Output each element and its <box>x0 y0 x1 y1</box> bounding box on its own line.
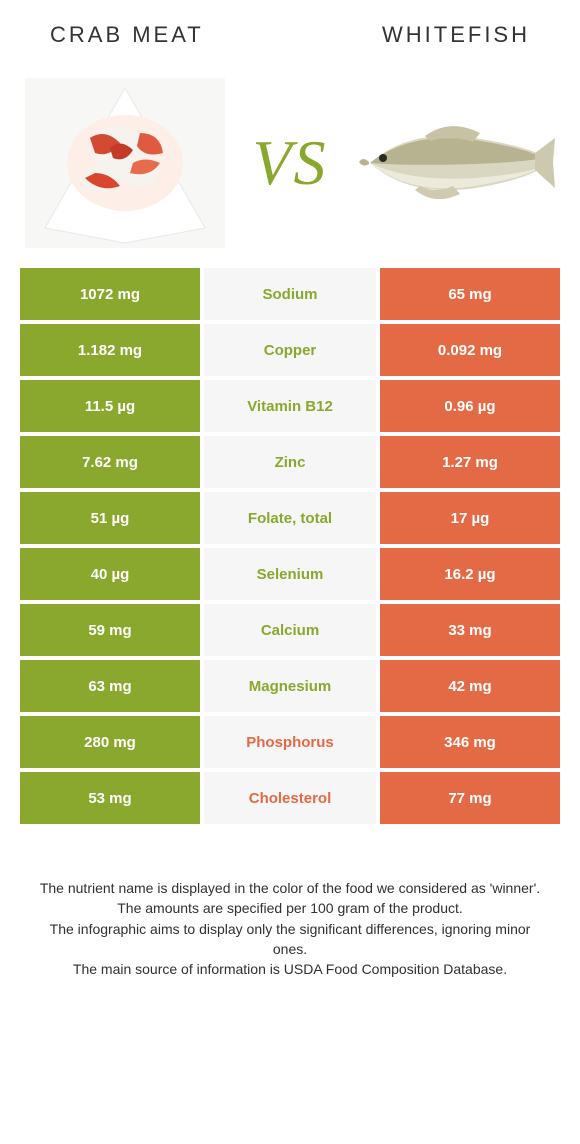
value-left: 7.62 mg <box>20 436 200 488</box>
table-row: 11.5 µgVitamin B120.96 µg <box>20 380 560 432</box>
value-right: 42 mg <box>380 660 560 712</box>
value-right: 65 mg <box>380 268 560 320</box>
value-right: 1.27 mg <box>380 436 560 488</box>
nutrient-label: Phosphorus <box>204 716 376 768</box>
comparison-table: 1072 mgSodium65 mg1.182 mgCopper0.092 mg… <box>0 268 580 824</box>
table-row: 1072 mgSodium65 mg <box>20 268 560 320</box>
value-right: 77 mg <box>380 772 560 824</box>
value-left: 1.182 mg <box>20 324 200 376</box>
title-left: CRAB MEAT <box>50 22 204 48</box>
value-right: 16.2 µg <box>380 548 560 600</box>
nutrient-label: Zinc <box>204 436 376 488</box>
header: CRAB MEAT WHITEFISH <box>0 0 580 48</box>
nutrient-label: Calcium <box>204 604 376 656</box>
nutrient-label: Sodium <box>204 268 376 320</box>
value-right: 0.092 mg <box>380 324 560 376</box>
value-left: 11.5 µg <box>20 380 200 432</box>
value-left: 40 µg <box>20 548 200 600</box>
nutrient-label: Cholesterol <box>204 772 376 824</box>
footer-line: The infographic aims to display only the… <box>35 919 545 960</box>
value-right: 346 mg <box>380 716 560 768</box>
footer-line: The amounts are specified per 100 gram o… <box>35 898 545 918</box>
value-left: 280 mg <box>20 716 200 768</box>
table-row: 63 mgMagnesium42 mg <box>20 660 560 712</box>
table-row: 1.182 mgCopper0.092 mg <box>20 324 560 376</box>
nutrient-label: Folate, total <box>204 492 376 544</box>
value-left: 59 mg <box>20 604 200 656</box>
vs-label: VS <box>252 126 327 200</box>
table-row: 53 mgCholesterol77 mg <box>20 772 560 824</box>
value-left: 1072 mg <box>20 268 200 320</box>
nutrient-label: Vitamin B12 <box>204 380 376 432</box>
nutrient-label: Magnesium <box>204 660 376 712</box>
value-left: 51 µg <box>20 492 200 544</box>
nutrient-label: Copper <box>204 324 376 376</box>
title-right: WHITEFISH <box>382 22 530 48</box>
value-left: 63 mg <box>20 660 200 712</box>
table-row: 59 mgCalcium33 mg <box>20 604 560 656</box>
table-row: 280 mgPhosphorus346 mg <box>20 716 560 768</box>
nutrient-label: Selenium <box>204 548 376 600</box>
value-left: 53 mg <box>20 772 200 824</box>
hero-row: VS <box>0 48 580 268</box>
footer-notes: The nutrient name is displayed in the co… <box>0 828 580 979</box>
crab-meat-image <box>25 78 225 248</box>
footer-line: The nutrient name is displayed in the co… <box>35 878 545 898</box>
whitefish-image <box>355 108 555 218</box>
footer-line: The main source of information is USDA F… <box>35 959 545 979</box>
value-right: 33 mg <box>380 604 560 656</box>
value-right: 17 µg <box>380 492 560 544</box>
table-row: 40 µgSelenium16.2 µg <box>20 548 560 600</box>
table-row: 51 µgFolate, total17 µg <box>20 492 560 544</box>
table-row: 7.62 mgZinc1.27 mg <box>20 436 560 488</box>
value-right: 0.96 µg <box>380 380 560 432</box>
